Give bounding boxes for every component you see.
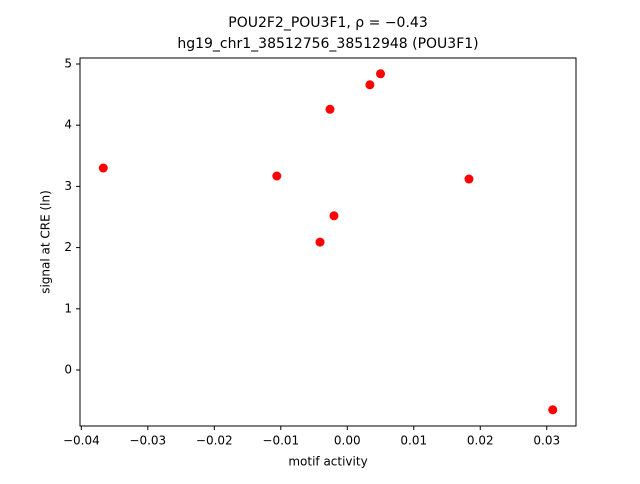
x-tick-label: −0.02 [196, 434, 233, 448]
x-axis-label: motif activity [288, 455, 367, 469]
point [365, 80, 375, 90]
y-axis-label: signal at CRE (ln) [39, 190, 53, 294]
y-tick-label: 5 [64, 56, 72, 70]
x-tick-label: 0.01 [400, 434, 427, 448]
point [376, 69, 386, 79]
chart-subtitle: hg19_chr1_38512756_38512948 (POU3F1) [177, 36, 478, 52]
point [315, 237, 325, 247]
y-tick-label: 4 [64, 118, 72, 132]
x-tick-label: −0.03 [129, 434, 166, 448]
point [325, 104, 335, 114]
x-tick-label: −0.01 [262, 434, 299, 448]
x-tick-label: 0.02 [467, 434, 494, 448]
y-tick-label: 1 [64, 301, 72, 315]
x-tick-label: 0.03 [533, 434, 560, 448]
x-tick-label: −0.04 [63, 434, 100, 448]
point [98, 163, 108, 173]
point [548, 405, 558, 415]
point [272, 171, 282, 181]
x-tick-label: 0.00 [334, 434, 361, 448]
y-tick-label: 3 [64, 179, 72, 193]
point [329, 211, 339, 221]
chart-title: POU2F2_POU3F1, ρ = −0.43 [228, 15, 427, 31]
point [464, 174, 474, 184]
y-tick-label: 2 [64, 240, 72, 254]
y-tick-label: 0 [64, 363, 72, 377]
plot-frame [79, 57, 577, 427]
